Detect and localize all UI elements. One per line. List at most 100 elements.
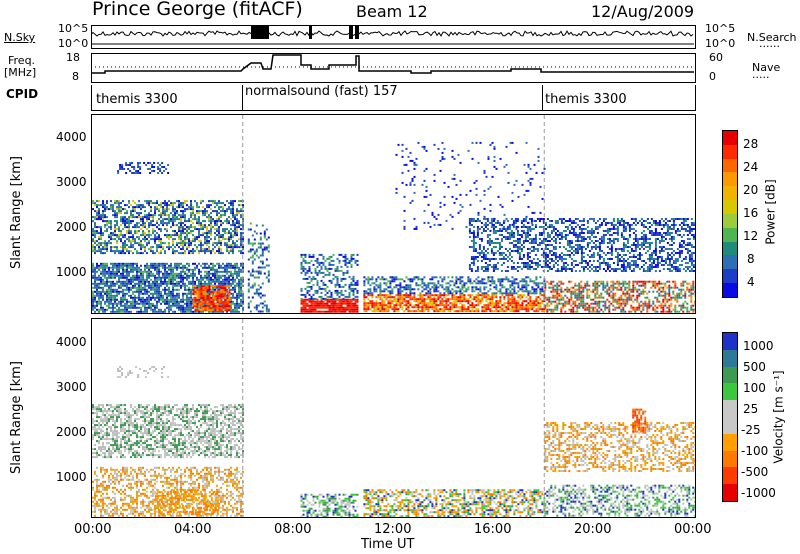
data-cell <box>475 298 478 301</box>
data-cell <box>312 253 315 256</box>
data-cell <box>168 300 170 303</box>
data-cell <box>166 284 168 287</box>
data-cell <box>186 302 188 305</box>
data-cell <box>494 230 497 232</box>
data-cell <box>499 288 502 291</box>
data-cell <box>336 257 339 260</box>
data-cell <box>320 300 323 303</box>
data-cell <box>168 282 170 285</box>
cpid-label: CPID <box>6 87 39 101</box>
data-cell <box>208 266 210 269</box>
data-cell <box>261 262 264 265</box>
data-cell <box>232 294 234 297</box>
data-cell <box>449 302 452 305</box>
data-cell <box>377 276 380 279</box>
data-cell <box>208 220 210 223</box>
data-cell <box>322 271 325 274</box>
data-cell <box>154 310 156 313</box>
data-cell <box>148 264 150 267</box>
data-cell <box>210 222 212 225</box>
data-cell <box>220 305 223 308</box>
data-cell <box>505 302 508 305</box>
data-cell <box>127 168 130 170</box>
data-cell <box>511 280 514 283</box>
data-cell <box>156 232 158 235</box>
data-cell <box>395 286 398 289</box>
data-cell <box>300 310 303 313</box>
data-cell <box>100 226 102 229</box>
data-cell <box>236 300 238 303</box>
data-cell <box>146 284 148 287</box>
data-cell <box>443 310 446 313</box>
data-cell <box>178 276 180 279</box>
data-cell <box>457 298 460 301</box>
data-cell <box>369 288 372 291</box>
data-cell <box>468 246 471 248</box>
data-cell <box>228 262 230 265</box>
data-cell <box>525 276 528 279</box>
data-cell <box>527 290 530 293</box>
data-cell <box>202 276 204 279</box>
data-cell <box>365 304 368 307</box>
data-cell <box>118 284 120 287</box>
data-cell <box>447 304 450 307</box>
data-cell <box>338 261 341 264</box>
data-cell <box>391 302 394 305</box>
data-cell <box>160 264 162 267</box>
data-cell <box>263 230 266 233</box>
data-cell <box>122 220 124 223</box>
data-cell <box>230 310 232 313</box>
data-cell <box>92 306 94 309</box>
data-cell <box>435 284 438 287</box>
data-cell <box>300 253 303 256</box>
data-cell <box>202 287 205 290</box>
data-cell <box>350 259 353 262</box>
data-cell <box>344 295 347 298</box>
data-cell <box>515 302 518 305</box>
data-cell <box>110 292 112 295</box>
data-cell <box>100 286 102 289</box>
data-cell <box>477 310 480 313</box>
data-cell <box>238 270 240 273</box>
data-cell <box>540 266 543 268</box>
data-cell <box>463 298 466 301</box>
data-cell <box>499 284 502 287</box>
data-cell <box>247 304 250 307</box>
data-cell <box>234 290 236 293</box>
data-cell <box>164 252 166 255</box>
data-cell <box>96 278 98 281</box>
data-cell <box>530 218 533 220</box>
data-cell <box>510 260 513 262</box>
data-cell <box>451 306 454 309</box>
data-cell <box>140 290 142 293</box>
data-cell <box>94 296 96 299</box>
data-cell <box>210 289 213 292</box>
data-cell <box>421 296 424 299</box>
data-cell <box>517 308 520 311</box>
data-cell <box>148 266 150 269</box>
data-cell <box>98 284 100 287</box>
data-cell <box>240 210 242 213</box>
data-cell <box>316 283 319 286</box>
data-cell <box>236 262 238 265</box>
data-cell <box>208 216 210 219</box>
data-cell <box>210 310 212 313</box>
data-cell <box>120 238 122 241</box>
data-cell <box>144 306 146 309</box>
data-cell <box>459 292 462 295</box>
data-cell <box>150 202 152 205</box>
data-cell <box>218 278 220 281</box>
data-cell <box>128 262 130 265</box>
data-cell <box>399 292 402 295</box>
data-cell <box>218 266 220 269</box>
data-cell <box>138 280 140 283</box>
data-cell <box>152 304 154 307</box>
data-cell <box>124 204 126 207</box>
data-cell <box>192 274 194 277</box>
data-cell <box>417 278 420 281</box>
data-cell <box>230 228 232 231</box>
data-cell <box>154 210 156 213</box>
data-cell <box>196 291 199 294</box>
data-cell <box>132 214 134 217</box>
data-cell <box>226 288 228 291</box>
